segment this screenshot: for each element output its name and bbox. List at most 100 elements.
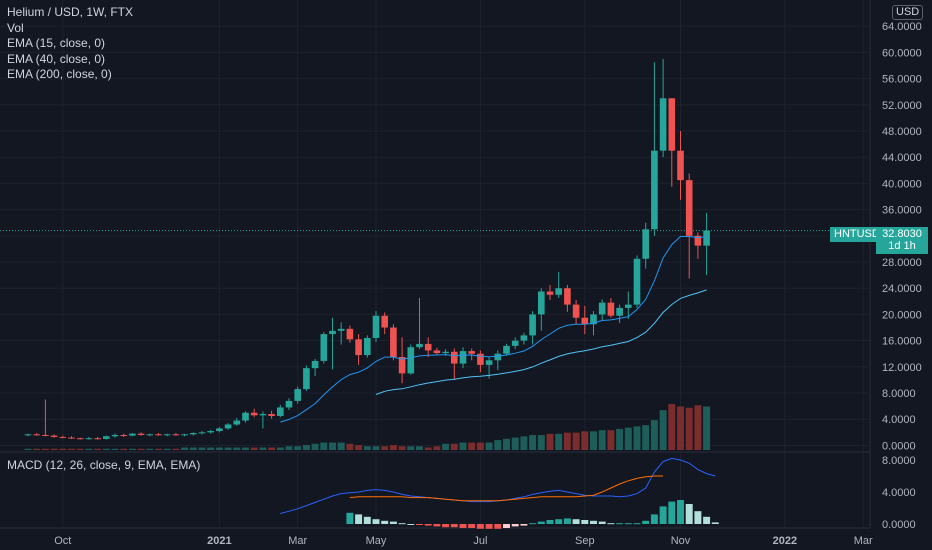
macd-histogram-bar (424, 524, 432, 526)
candle-body (390, 327, 397, 358)
volume-bar (694, 405, 702, 450)
volume-bar (450, 443, 458, 450)
candle-body (285, 400, 293, 408)
macd-histogram-bar (529, 523, 537, 525)
macd-tick-label: 4.0000 (882, 487, 916, 499)
price-tick-label: 16.0000 (882, 336, 922, 348)
volume-bar (650, 420, 658, 450)
volume-bar (242, 447, 249, 450)
macd-histogram-bar (685, 504, 693, 524)
volume-bar (668, 404, 676, 450)
legend-ema15[interactable]: EMA (15, close, 0) (7, 36, 106, 50)
candle-body (537, 291, 545, 315)
macd-histogram-bar (459, 524, 467, 528)
candle-body (677, 150, 684, 181)
candle-body (76, 438, 84, 440)
volume-bar (102, 448, 110, 450)
volume-bar (520, 436, 528, 450)
candle-body (668, 98, 676, 151)
bar-countdown: 1d 1h (888, 240, 916, 252)
macd-histogram-bar (468, 524, 476, 528)
time-tick-label: 2021 (207, 535, 231, 547)
volume-bar (563, 432, 571, 450)
volume-bar (337, 442, 345, 450)
candle-body (564, 288, 571, 305)
price-tick-label: 0.0000 (882, 440, 916, 452)
candle-body (137, 433, 145, 435)
macd-histogram-bar (450, 524, 458, 528)
volume-bar (346, 443, 354, 450)
candle-body (172, 434, 180, 436)
candle-body (355, 339, 362, 356)
volume-bar (503, 438, 510, 450)
axes: 64.0000 60.0000 56.0000 52.0000 48.0000 44.00… (54, 21, 932, 547)
ema15-line (280, 236, 707, 423)
volume-bar (294, 446, 302, 450)
legend-ema40[interactable]: EMA (40, close, 0) (7, 51, 106, 66)
volume-bar (572, 432, 580, 450)
macd-legend[interactable]: MACD (12, 26, close, 9, EMA, EMA) (7, 458, 201, 472)
volume-bar (172, 448, 180, 450)
price-tick-label: 40.0000 (882, 178, 922, 190)
volume-bar (424, 447, 432, 450)
candle-body (181, 434, 188, 436)
volume-bar (598, 430, 606, 450)
volume-bar (215, 447, 223, 450)
candle-body (607, 302, 615, 316)
volume-bar (581, 431, 589, 450)
macd-histogram-bar (476, 524, 484, 529)
volume-bar (189, 447, 197, 450)
macd-histogram-bar (511, 524, 519, 527)
candle-body (94, 438, 101, 440)
candle-body (494, 353, 502, 361)
price-tick-label: 4.0000 (882, 414, 916, 426)
macd-histogram-bar (677, 500, 684, 524)
candle-body (250, 412, 258, 416)
macd-histogram-bar (381, 520, 389, 524)
legend-volume[interactable]: Vol (7, 20, 24, 35)
time-tick-label: Jul (473, 535, 487, 547)
volume-bar (268, 447, 276, 450)
candle-body (68, 437, 75, 439)
candle-body (24, 434, 32, 436)
macd-histogram-bar (555, 519, 563, 524)
candle-body (477, 353, 484, 365)
volume-bar (607, 430, 615, 450)
candle-body (694, 235, 702, 246)
legend-ema200[interactable]: EMA (200, close, 0) (7, 67, 112, 81)
currency-button[interactable]: USD (892, 5, 924, 20)
candle-body (433, 350, 441, 354)
candle-body (233, 420, 241, 425)
volume-bar (459, 442, 467, 450)
volume-bar (163, 448, 171, 450)
candle-body (129, 433, 136, 436)
candle-body (276, 407, 284, 416)
volume-bar (155, 448, 162, 450)
candle-body (242, 412, 249, 421)
volume-bar (128, 448, 136, 450)
macd-histogram-bar (363, 516, 371, 524)
volume-bar (137, 448, 145, 450)
volume-bar (50, 448, 58, 450)
candle-body (581, 317, 589, 325)
volume-bar (111, 448, 119, 450)
candle-body (33, 434, 41, 436)
candle-body (598, 302, 606, 315)
macd-histogram-bar (572, 519, 580, 524)
candle-body (416, 343, 423, 348)
volume-bar (642, 425, 650, 450)
volume-bars (24, 404, 711, 450)
macd-histogram-bar (372, 519, 380, 524)
candle-body (590, 314, 597, 325)
volume-bar (703, 406, 711, 450)
grid-lines (0, 0, 871, 529)
volume-bar (24, 448, 32, 450)
volume-bar (329, 442, 336, 450)
price-tick-label: 12.0000 (882, 362, 922, 374)
candle-body (398, 357, 406, 374)
candle-body (529, 314, 536, 336)
macd-histogram-bar (520, 524, 528, 526)
legend-title[interactable]: Helium / USD, 1W, FTX (7, 5, 134, 19)
macd-histogram-bar (633, 523, 641, 525)
